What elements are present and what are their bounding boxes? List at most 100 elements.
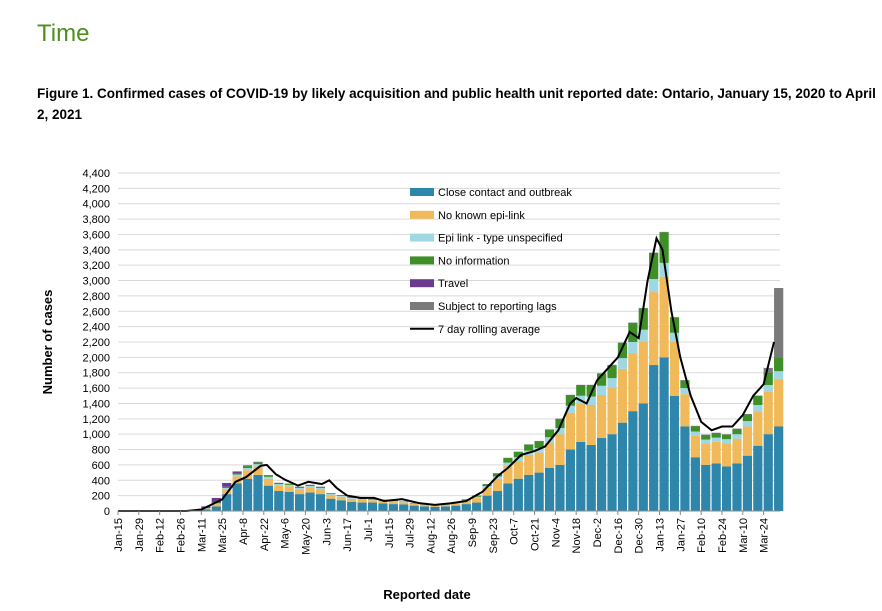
x-tick-label: Jun-17 xyxy=(342,518,354,552)
bar-segment xyxy=(472,502,482,511)
bar-segment xyxy=(565,449,575,511)
bar-segment xyxy=(763,372,773,386)
x-tick-label: Aug-12 xyxy=(425,518,437,553)
bar-segment xyxy=(544,467,555,511)
legend: Close contact and outbreak No known epi-l… xyxy=(410,187,572,336)
section-heading: Time xyxy=(37,20,90,47)
bar-segment xyxy=(451,505,461,511)
bar-segment xyxy=(544,442,555,468)
bar-segment xyxy=(565,395,575,406)
bar-segment xyxy=(597,395,607,439)
legend-swatch xyxy=(410,233,434,242)
legend-label: No known epi-link xyxy=(438,210,525,222)
bar-segment xyxy=(732,463,742,511)
bar-segment xyxy=(774,371,784,379)
bar-segment xyxy=(347,498,357,502)
bar-segment xyxy=(513,461,523,479)
x-tick-label: Jul-1 xyxy=(363,518,375,542)
y-tick-label: 0 xyxy=(104,506,110,518)
bar-segment xyxy=(242,478,253,511)
bar-segment xyxy=(222,482,232,487)
bar-segment xyxy=(774,378,784,427)
bar-segment xyxy=(649,252,659,280)
bar-segment xyxy=(440,504,451,507)
bar-segment xyxy=(711,437,721,442)
bar-segment xyxy=(565,405,575,413)
bar-segment xyxy=(232,476,242,484)
bar-segment xyxy=(524,444,534,451)
x-tick-label: Jan-13 xyxy=(655,518,667,552)
bar-segment xyxy=(201,508,211,510)
bar-segment xyxy=(513,451,523,458)
y-tick-label: 2,800 xyxy=(82,291,110,303)
legend-label: 7 day rolling average xyxy=(438,324,540,336)
bar-segment xyxy=(638,308,648,330)
bar-segment xyxy=(742,421,753,427)
bar-segment xyxy=(253,464,263,467)
bar-segment xyxy=(336,500,346,511)
bar-segment xyxy=(711,433,721,438)
x-axis-title: Reported date xyxy=(383,587,470,602)
bar-segment xyxy=(263,476,274,479)
bar-segment xyxy=(347,497,357,499)
bar-segment xyxy=(669,395,680,511)
bar-segment xyxy=(211,497,221,503)
bar-segment xyxy=(690,426,700,432)
bar-segment xyxy=(274,484,284,486)
bar-segment xyxy=(628,322,638,342)
bar-segment xyxy=(326,493,336,495)
bar-segment xyxy=(534,441,544,449)
bar-segment xyxy=(690,431,700,436)
bar-segment xyxy=(534,452,544,473)
bar-segment xyxy=(492,473,503,477)
bar-segment xyxy=(586,404,596,445)
y-tick-label: 2,400 xyxy=(82,322,110,334)
y-tick-label: 3,800 xyxy=(82,214,110,226)
y-tick-label: 600 xyxy=(92,460,110,472)
x-tick-label: Dec-2 xyxy=(592,518,604,547)
bar-segment xyxy=(242,466,253,468)
bar-segment xyxy=(763,367,773,373)
bar-segment xyxy=(576,403,586,442)
bar-segment xyxy=(326,498,336,511)
bar-segment xyxy=(669,342,680,396)
bar-segment xyxy=(263,478,274,486)
legend-label: No information xyxy=(438,255,510,267)
y-tick-label: 1,200 xyxy=(82,414,110,426)
bar-segment xyxy=(295,486,305,488)
bar-segment xyxy=(607,365,617,379)
bar-segment xyxy=(211,504,221,507)
bar-segment xyxy=(222,494,232,511)
x-tick-label: Feb-10 xyxy=(696,518,708,553)
bar-segment xyxy=(201,509,211,511)
bar-segment xyxy=(232,471,242,473)
bar-segment xyxy=(628,353,638,412)
y-tick-label: 3,000 xyxy=(82,276,110,288)
x-tick-label: Jan-27 xyxy=(675,518,687,552)
bar-segment xyxy=(742,426,753,456)
y-axis-title: Number of cases xyxy=(40,290,55,395)
legend-swatch xyxy=(410,188,434,196)
y-tick-label: 800 xyxy=(92,445,110,457)
x-tick-label: Apr-8 xyxy=(238,518,250,545)
legend-swatch xyxy=(410,279,434,288)
bar-segment xyxy=(711,441,721,464)
bar-segment xyxy=(388,501,398,505)
bar-segment xyxy=(721,439,732,444)
bar-segment xyxy=(544,429,555,438)
y-tick-label: 1,400 xyxy=(82,398,110,410)
y-tick-label: 4,400 xyxy=(82,168,110,180)
bar-segment xyxy=(232,472,242,475)
bar-segment xyxy=(419,506,430,511)
x-tick-label: Aug-26 xyxy=(446,518,458,553)
bar-segment xyxy=(680,388,690,395)
x-tick-label: Dec-16 xyxy=(613,518,625,553)
bar-segment xyxy=(284,486,294,492)
bar-segment xyxy=(732,438,742,464)
bar-segment xyxy=(336,496,346,497)
bar-segment xyxy=(492,491,503,511)
figure-caption: Figure 1. Confirmed cases of COVID-19 by… xyxy=(37,86,876,122)
bar-segment xyxy=(607,434,617,511)
x-tick-label: Mar-10 xyxy=(738,518,750,553)
bar-segment xyxy=(461,501,471,505)
